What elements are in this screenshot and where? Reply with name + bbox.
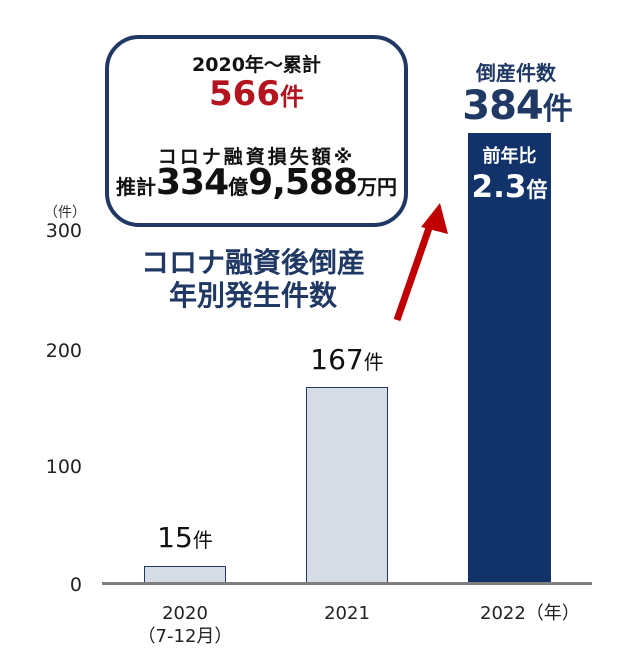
- bar-label-unit: 件: [363, 350, 384, 374]
- bar-label-number: 15: [157, 521, 193, 554]
- x-axis-line: [102, 582, 592, 585]
- yoy-value: 2.3倍: [468, 172, 551, 203]
- bar-label-2021: 167件: [297, 346, 397, 374]
- y-tick-100: 100: [45, 456, 82, 478]
- loss-label: コロナ融資損失額※: [157, 146, 356, 168]
- loss-oku-unit: 億: [228, 175, 249, 199]
- bar-label-2020: 15件: [140, 524, 230, 552]
- loss-man-number: 9,588: [248, 162, 358, 203]
- callout-label: 倒産件数: [476, 61, 556, 85]
- x-label-sub: （7-12月）: [137, 625, 233, 647]
- loss-amount: 推計334億9,588万円: [109, 165, 404, 201]
- cumulative-total-unit: 件: [279, 83, 304, 111]
- x-label-year: 2020: [162, 603, 208, 624]
- y-tick-300: 300: [45, 220, 82, 242]
- y-axis-unit: （件）: [44, 205, 86, 221]
- x-label-2021: 2021: [287, 603, 407, 626]
- yoy-unit: 倍: [526, 178, 548, 202]
- yoy-label: 前年比: [482, 146, 537, 167]
- loss-prefix: 推計: [115, 175, 156, 199]
- bar-2020: [144, 566, 226, 583]
- bar-2021: [306, 387, 388, 583]
- chart-title-line2: 年別発生件数: [168, 279, 337, 313]
- cumulative-total-number: 566: [209, 74, 280, 114]
- chart-title-line1: コロナ融資後倒産: [140, 246, 365, 279]
- bar-label-number: 167: [310, 343, 364, 376]
- cumulative-label: 2020年～累計: [192, 54, 321, 76]
- callout-value-unit: 件: [542, 92, 573, 127]
- bar-label-unit: 件: [192, 528, 213, 552]
- x-axis-unit: （年）: [525, 603, 580, 624]
- summary-box: 2020年～累計 566件 コロナ融資損失額※ 推計334億9,588万円: [105, 35, 408, 227]
- callout-value-number: 384: [462, 83, 543, 129]
- yoy-number: 2.3: [471, 169, 527, 205]
- chart-title: コロナ融資後倒産 年別発生件数: [118, 246, 388, 312]
- bar-2022: [468, 133, 551, 583]
- loss-man-unit: 万円: [357, 175, 398, 199]
- y-tick-200: 200: [45, 340, 82, 362]
- y-tick-0: 0: [69, 574, 82, 596]
- x-label-year: 2022: [480, 603, 526, 624]
- x-label-year: 2021: [324, 603, 370, 624]
- callout-value: 384件: [452, 86, 582, 126]
- x-label-2020: 2020 （7-12月）: [125, 603, 245, 648]
- cumulative-total: 566件: [109, 77, 404, 111]
- loss-oku-number: 334: [155, 162, 229, 203]
- x-label-2022: 2022（年）: [480, 603, 600, 626]
